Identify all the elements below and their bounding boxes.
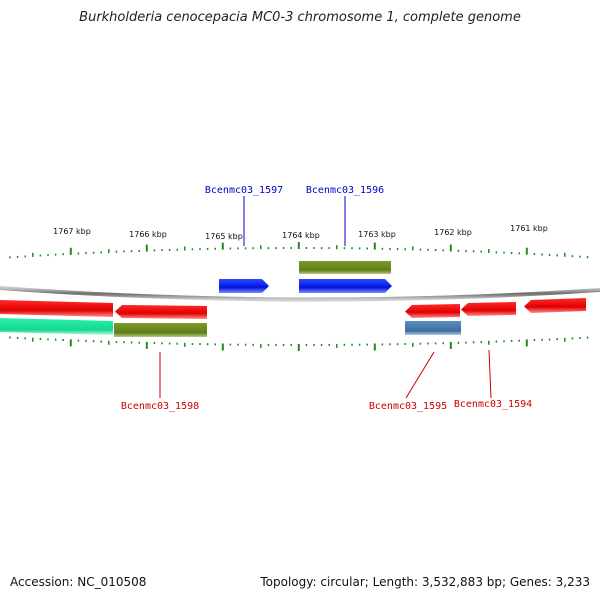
scale-label-1763: 1763 kbp — [358, 230, 396, 239]
callout-line-1595 — [405, 351, 435, 399]
cds-arrow-left-edge[interactable] — [0, 300, 113, 317]
scale-label-1766: 1766 kbp — [129, 230, 167, 239]
scale-label-1762: 1762 kbp — [434, 228, 472, 237]
gene-label-1598[interactable]: Bcenmc03_1598 — [121, 401, 199, 412]
cds-arrow-1596[interactable] — [299, 279, 392, 293]
scale-ticks-upper — [9, 242, 589, 259]
gene-label-1597[interactable]: Bcenmc03_1597 — [205, 185, 283, 196]
gene-label-1596[interactable]: Bcenmc03_1596 — [306, 185, 384, 196]
map-title: Burkholderia cenocepacia MC0-3 chromosom… — [79, 10, 521, 25]
scale-ticks-lower — [9, 336, 589, 351]
gene-feature-olive-1598[interactable] — [114, 323, 207, 337]
callout-line-1594 — [488, 349, 492, 399]
scale-label-1767: 1767 kbp — [53, 227, 91, 236]
cds-arrow-1598[interactable] — [115, 305, 207, 319]
cds-arrow-1595[interactable] — [405, 304, 460, 318]
cds-arrow-right-edge[interactable] — [524, 298, 586, 313]
cds-arrow-1597[interactable] — [219, 279, 269, 293]
chromosome-backbone — [0, 286, 600, 302]
scale-label-1761: 1761 kbp — [510, 224, 548, 233]
genome-summary-text: Topology: circular; Length: 3,532,883 bp… — [260, 575, 590, 589]
gene-feature-olive-1596[interactable] — [299, 261, 391, 274]
gene-label-1595[interactable]: Bcenmc03_1595 — [369, 401, 447, 412]
scale-label-1765: 1765 kbp — [205, 232, 243, 241]
gene-label-1594[interactable]: Bcenmc03_1594 — [454, 399, 532, 410]
accession-text: Accession: NC_010508 — [10, 575, 147, 589]
cds-arrow-1594[interactable] — [461, 302, 516, 316]
scale-label-1764: 1764 kbp — [282, 231, 320, 240]
gene-feature-aqua-left[interactable] — [0, 318, 113, 335]
gene-feature-steel-1595[interactable] — [405, 321, 461, 335]
